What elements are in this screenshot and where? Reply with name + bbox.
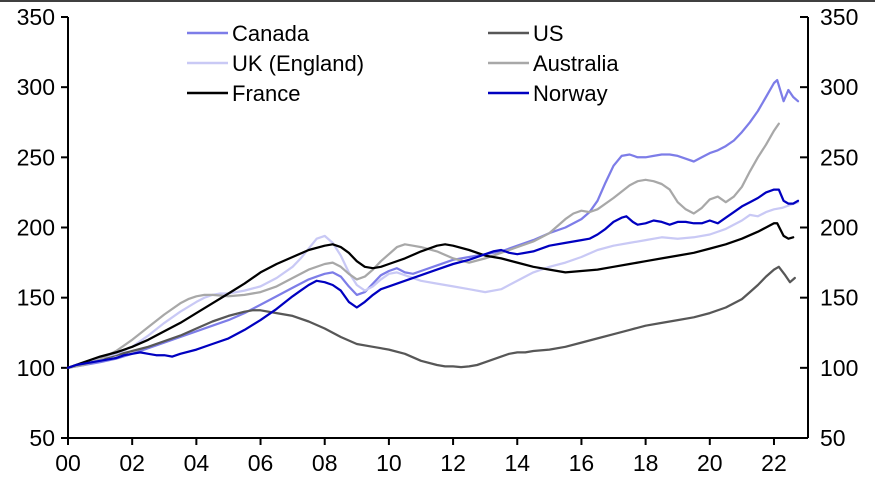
legend-label-canada: Canada [232, 21, 310, 46]
left-y-axis-tick-label: 50 [29, 425, 55, 451]
x-axis-tick-label: 00 [55, 450, 81, 476]
series-line-uk-england [66, 201, 800, 369]
legend-label-uk-england: UK (England) [232, 51, 364, 76]
legend-label-australia: Australia [533, 51, 619, 76]
right-y-axis-tick-label: 50 [820, 425, 846, 451]
legend-label-france: France [232, 81, 300, 106]
left-y-axis-tick-label: 300 [17, 74, 55, 100]
left-y-axis-tick-label: 150 [17, 285, 55, 311]
series-line-norway [66, 188, 800, 369]
left-y-axis-tick-label: 200 [17, 215, 55, 241]
right-y-axis-tick-label: 350 [820, 4, 858, 30]
series-line-australia [66, 122, 780, 369]
x-axis-tick-label: 18 [633, 450, 659, 476]
x-axis-tick-label: 20 [697, 450, 723, 476]
right-y-axis-tick-label: 250 [820, 144, 858, 170]
x-axis-tick-label: 06 [248, 450, 274, 476]
series-line-us [66, 265, 796, 369]
legend-label-norway: Norway [533, 81, 608, 106]
x-axis-tick-label: 10 [376, 450, 402, 476]
right-y-axis-tick-label: 200 [820, 215, 858, 241]
left-y-axis-tick-label: 350 [17, 4, 55, 30]
x-axis-tick-label: 16 [569, 450, 595, 476]
x-axis-tick-label: 12 [440, 450, 466, 476]
right-y-axis-tick-label: 300 [820, 74, 858, 100]
legend-label-us: US [533, 21, 564, 46]
left-y-axis-tick-label: 100 [17, 355, 55, 381]
series-line-france [66, 222, 795, 369]
x-axis-tick-label: 08 [312, 450, 338, 476]
left-y-axis-tick-label: 250 [17, 144, 55, 170]
x-axis-tick-label: 02 [119, 450, 145, 476]
x-axis-tick-label: 14 [504, 450, 530, 476]
right-y-axis-tick-label: 100 [820, 355, 858, 381]
right-y-axis-tick-label: 150 [820, 285, 858, 311]
x-axis-tick-label: 04 [184, 450, 210, 476]
x-axis-tick-label: 22 [761, 450, 787, 476]
